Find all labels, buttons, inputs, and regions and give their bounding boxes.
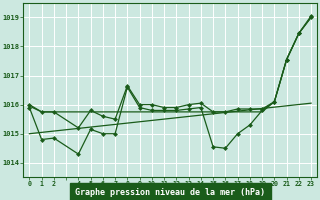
X-axis label: Graphe pression niveau de la mer (hPa): Graphe pression niveau de la mer (hPa) [75, 188, 265, 197]
